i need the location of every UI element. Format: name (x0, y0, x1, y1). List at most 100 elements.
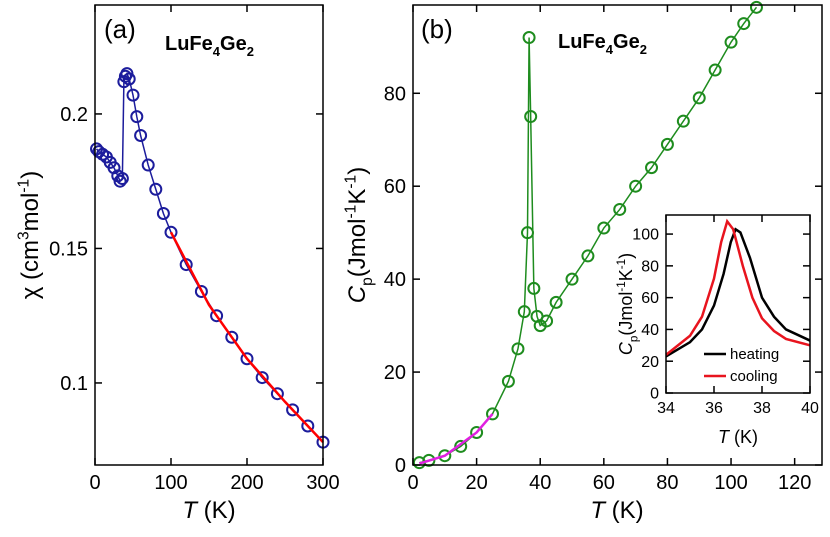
marker (645, 161, 659, 175)
series-line (665, 218, 811, 356)
y-tick-label: 0.15 (49, 238, 88, 260)
y-axis-label-part: -1 (342, 205, 359, 219)
marker (270, 387, 284, 401)
y-axis-label-part: 3 (15, 231, 32, 240)
x-axis-label: T (K) (590, 497, 643, 524)
x-tick-label: 200 (230, 472, 263, 494)
marker (527, 281, 541, 295)
panel-title-part: 2 (247, 44, 254, 59)
marker (225, 330, 239, 344)
marker (486, 407, 500, 421)
x-tick-label: 40 (801, 400, 819, 417)
y-axis-label-part: p (359, 277, 376, 286)
marker (156, 206, 170, 220)
marker (520, 226, 534, 240)
marker (540, 314, 554, 328)
marker (676, 114, 690, 128)
y-tick-label: 40 (641, 322, 659, 339)
connector (95, 71, 324, 443)
x-axis-label-part: T (182, 497, 199, 524)
y-axis-label-part: -1 (615, 281, 628, 291)
x-axis-label: T (K) (182, 497, 235, 524)
y-tick-label: 20 (384, 362, 406, 384)
y-axis-label: Cp(Jmol-1K-1) (342, 167, 376, 303)
y-axis-label-part: ) (616, 253, 636, 259)
y-tick-label: 0.2 (60, 104, 88, 126)
y-axis-label-part: (Jmol (616, 292, 636, 336)
plot-frame (665, 214, 811, 394)
series-line (665, 227, 811, 358)
x-tick-label: 40 (529, 472, 551, 494)
y-axis-label: χ (cm3mol-1) (15, 171, 44, 299)
x-tick-label: 60 (593, 472, 615, 494)
y-axis-label-part: p (627, 335, 640, 342)
marker (724, 35, 738, 49)
x-tick-label: 38 (753, 400, 771, 417)
x-tick-label: 36 (705, 400, 723, 417)
marker (522, 31, 536, 45)
x-tick-label: 100 (154, 472, 187, 494)
marker (286, 403, 300, 417)
marker (524, 110, 538, 124)
y-axis-label-part: K (616, 269, 636, 281)
y-axis-label: Cp(Jmol-1K-1) (615, 253, 641, 355)
marker (629, 179, 643, 193)
panel-title: LuFe4Ge2 (165, 33, 254, 59)
y-axis-label-part: K (344, 189, 371, 205)
x-axis-label-part: T (718, 427, 731, 447)
marker (210, 309, 224, 323)
marker (501, 374, 515, 388)
marker (511, 342, 525, 356)
panel-title: LuFe4Ge2 (558, 31, 647, 57)
y-tick-label: 80 (641, 258, 659, 275)
y-tick-label: 20 (641, 354, 659, 371)
y-axis-label-part: -1 (342, 175, 359, 189)
marker (141, 158, 155, 172)
marker (708, 63, 722, 77)
panel-title-part: LuFe (165, 33, 213, 55)
y-tick-label: 80 (384, 83, 406, 105)
panel-title-part: 4 (213, 44, 221, 59)
series-line (418, 413, 494, 465)
legend-label: heating (730, 346, 779, 363)
marker (149, 182, 163, 196)
y-axis-label-part: -1 (15, 179, 32, 193)
panel-title-part: 4 (606, 42, 614, 57)
y-axis-label-part: C (616, 341, 636, 355)
y-axis-label-part: ) (17, 171, 44, 179)
y-tick-label: 0 (395, 455, 406, 477)
marker (692, 91, 706, 105)
marker (565, 272, 579, 286)
marker (581, 249, 595, 263)
y-axis-label-part: (Jmol (344, 219, 371, 278)
marker (737, 17, 751, 31)
x-tick-label: 34 (657, 400, 675, 417)
marker (301, 419, 315, 433)
marker (126, 88, 140, 102)
legend-label: cooling (730, 368, 778, 385)
panel-label: (b) (421, 14, 453, 44)
marker (122, 72, 136, 86)
marker (613, 202, 627, 216)
panel-title-part: LuFe (558, 31, 606, 53)
series-line (169, 231, 324, 443)
panel-title-part: Ge (220, 33, 247, 55)
marker (113, 174, 127, 188)
x-tick-label: 0 (407, 472, 418, 494)
y-tick-label: 0.1 (60, 373, 88, 395)
marker (549, 295, 563, 309)
marker (194, 284, 208, 298)
x-axis-label-part: (K) (197, 497, 236, 524)
x-tick-label: 300 (306, 472, 339, 494)
y-axis-label-part: C (344, 285, 371, 303)
inset-background (666, 215, 810, 393)
x-tick-label: 20 (465, 472, 487, 494)
marker (255, 371, 269, 385)
marker (422, 453, 436, 467)
marker (517, 305, 531, 319)
x-axis-label-part: T (590, 497, 607, 524)
marker (134, 128, 148, 142)
y-axis-label-part: ) (344, 167, 371, 175)
marker (454, 439, 468, 453)
